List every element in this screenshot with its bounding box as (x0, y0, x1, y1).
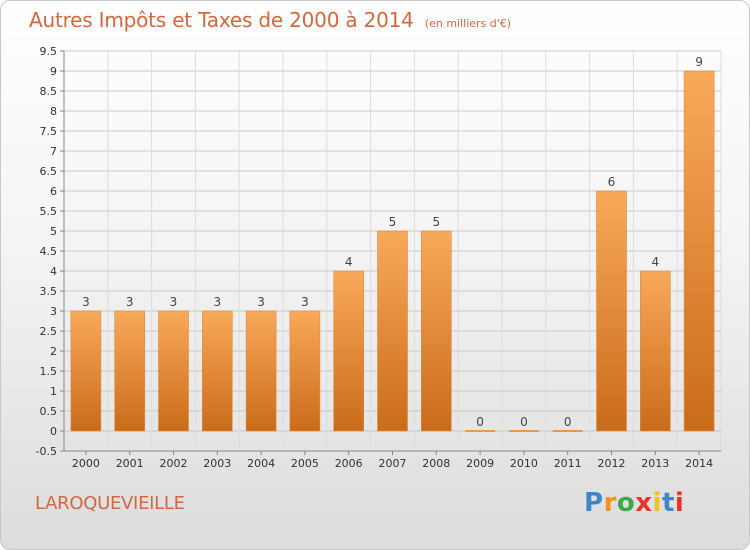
bar (245, 310, 277, 432)
y-tick-label: 3 (50, 305, 57, 318)
x-tick-label: 2009 (466, 457, 494, 470)
y-tick-label: 8.5 (40, 85, 58, 98)
x-tick-label: 2005 (291, 457, 319, 470)
brand-letter: P (584, 488, 604, 518)
data-label: 3 (213, 295, 221, 309)
brand-letter: o (616, 488, 636, 518)
bar (683, 70, 715, 432)
y-tick-label: 2.5 (40, 325, 58, 338)
y-tick-label: 1.5 (40, 365, 58, 378)
commune-name: LAROQUEVIEILLE (35, 493, 185, 514)
bars (70, 70, 715, 432)
x-tick-label: 2010 (510, 457, 538, 470)
x-tick-label: 2003 (203, 457, 231, 470)
y-tick-label: 7 (50, 145, 57, 158)
chart-title-main: Autres Impôts et Taxes de 2000 à 2014 (29, 8, 414, 32)
x-tick-label: 2001 (116, 457, 144, 470)
x-tick-label: 2014 (685, 457, 713, 470)
brand-letter: i (652, 488, 662, 518)
bar (639, 270, 671, 432)
y-tick-label: 3.5 (40, 285, 58, 298)
x-tick-label: 2002 (160, 457, 188, 470)
data-label: 0 (520, 415, 528, 429)
proxiti-logo[interactable]: Proxiti (584, 488, 684, 518)
data-label: 4 (345, 255, 353, 269)
data-label: 5 (389, 215, 397, 229)
data-label: 0 (476, 415, 484, 429)
y-tick-label: 6.5 (40, 165, 58, 178)
y-tick-label: 9.5 (40, 45, 58, 58)
bar (420, 230, 452, 432)
x-tick-label: 2008 (422, 457, 450, 470)
bar (508, 430, 539, 432)
y-tick-label: 2 (50, 345, 57, 358)
bar (289, 310, 321, 432)
data-labels: 3 3 3 3 3 3 4 5 5 0 0 0 6 4 9 (82, 55, 703, 429)
y-tick-label: 4 (50, 265, 57, 278)
bar (377, 230, 408, 432)
y-tick-label: 1 (50, 385, 57, 398)
axes: -0.5 0 0.5 1 1.5 2 2.5 3 3.5 4 4.5 5 5.5 6 6.5 7 7.5 8 8.5… (36, 45, 721, 470)
data-label: 9 (695, 55, 703, 69)
brand-letter: x (635, 488, 653, 518)
x-tick-label: 2012 (598, 457, 626, 470)
y-tick-label: 0 (50, 425, 57, 438)
brand-letter: r (603, 488, 617, 518)
data-label: 3 (82, 295, 90, 309)
bar (596, 190, 627, 432)
bar (333, 270, 365, 432)
brand-letter: i (674, 488, 685, 518)
y-tick-label: 5.5 (40, 205, 58, 218)
x-tick-label: 2011 (554, 457, 582, 470)
data-label: 3 (126, 295, 134, 309)
y-tick-label: 4.5 (40, 245, 58, 258)
y-tick-label: 0.5 (40, 405, 58, 418)
chart-title: Autres Impôts et Taxes de 2000 à 2014 (e… (29, 8, 511, 32)
brand-letter: t (661, 488, 675, 518)
x-tick-label: 2007 (379, 457, 407, 470)
y-tick-label: -0.5 (36, 445, 57, 458)
bar (70, 310, 102, 432)
data-label: 3 (170, 295, 178, 309)
data-label: 3 (301, 295, 309, 309)
data-label: 6 (608, 175, 616, 189)
bar (465, 430, 496, 432)
x-tick-label: 2006 (335, 457, 363, 470)
y-tick-label: 9 (50, 65, 57, 78)
data-label: 0 (564, 415, 572, 429)
bar (552, 430, 583, 432)
bar (158, 310, 189, 432)
chart-title-unit: (en milliers d'€) (424, 17, 512, 30)
x-tick-label: 2000 (72, 457, 100, 470)
x-tick-label: 2004 (247, 457, 275, 470)
y-tick-label: 7.5 (40, 125, 58, 138)
y-tick-label: 8 (50, 105, 57, 118)
bar (202, 310, 233, 432)
data-label: 5 (432, 215, 440, 229)
y-tick-label: 6 (50, 185, 57, 198)
x-tick-label: 2013 (641, 457, 669, 470)
bar (114, 310, 145, 432)
data-label: 3 (257, 295, 265, 309)
data-label: 4 (651, 255, 659, 269)
y-tick-label: 5 (50, 225, 57, 238)
